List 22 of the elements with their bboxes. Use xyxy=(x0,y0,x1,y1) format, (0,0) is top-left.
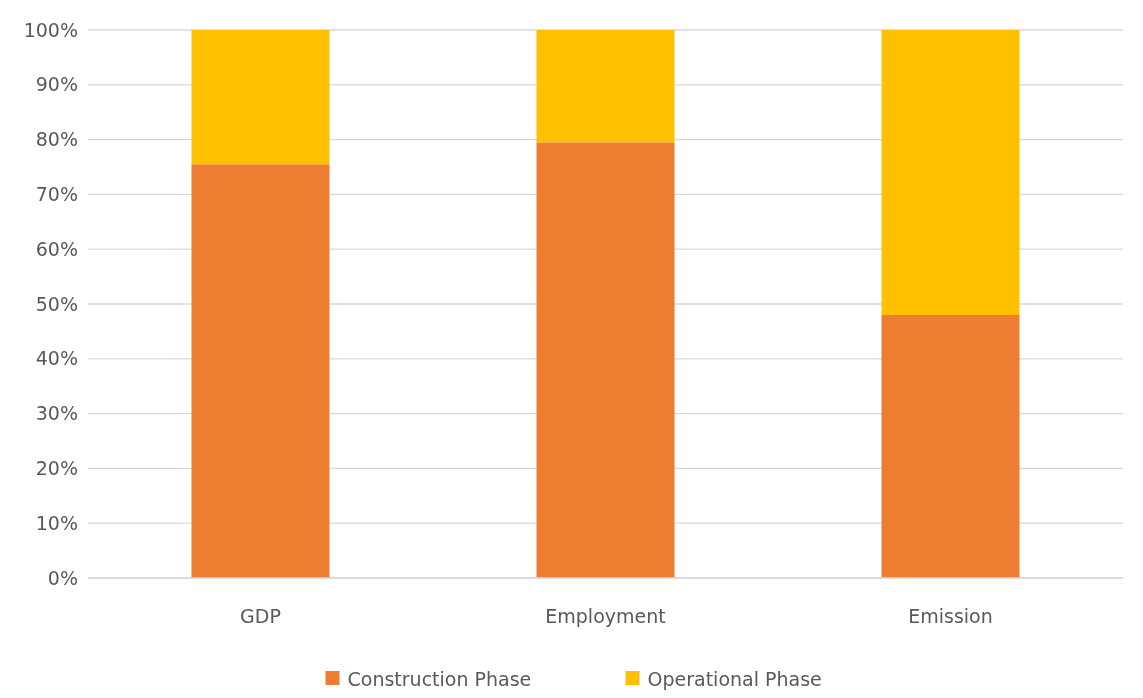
bar xyxy=(191,164,330,578)
x-tick-label: Emission xyxy=(908,605,993,627)
bar xyxy=(881,314,1020,578)
y-tick-label: 10% xyxy=(35,511,78,534)
legend-label: Operational Phase xyxy=(647,668,822,690)
x-tick-label: GDP xyxy=(240,605,281,627)
y-tick-label: 80% xyxy=(35,128,78,151)
y-tick-label: 20% xyxy=(35,457,78,480)
y-tick-label: 60% xyxy=(35,237,78,260)
bar xyxy=(881,30,1020,315)
x-tick-label: Employment xyxy=(545,605,666,627)
y-tick-label: 50% xyxy=(35,292,78,315)
y-tick-label: 40% xyxy=(35,347,78,370)
bar xyxy=(191,30,330,165)
legend-label: Construction Phase xyxy=(347,668,532,690)
y-tick-label: 0% xyxy=(47,566,78,589)
y-tick-label: 90% xyxy=(35,73,78,96)
bar xyxy=(536,142,675,578)
y-tick-label: 70% xyxy=(35,183,78,206)
bar xyxy=(536,30,675,143)
y-tick-label: 100% xyxy=(23,18,78,41)
y-tick-label: 30% xyxy=(35,402,78,425)
